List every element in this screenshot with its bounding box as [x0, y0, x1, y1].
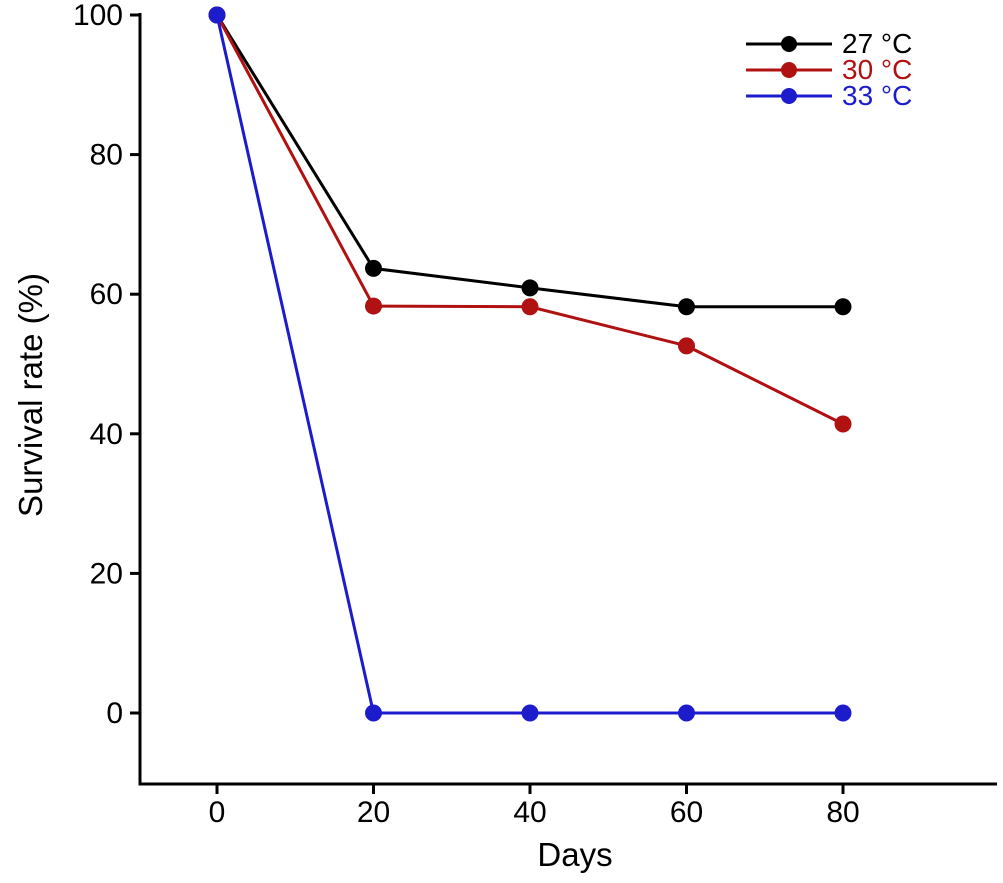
series-33c-point	[208, 6, 226, 24]
legend-item: 27 °C	[746, 28, 912, 59]
series-27c-point	[834, 298, 852, 316]
series-27c-line	[215, 14, 843, 309]
series-33c	[208, 6, 852, 722]
series-27c-point	[521, 279, 539, 297]
series-33c-point	[678, 704, 695, 722]
y-tick-label: 100	[73, 0, 123, 32]
series-27c-point	[678, 298, 695, 316]
x-tick-label: 80	[826, 796, 859, 829]
legend-marker	[781, 88, 797, 104]
series-30c-point	[834, 415, 852, 433]
y-tick-label: 20	[90, 557, 123, 590]
legend-label: 33 °C	[842, 80, 912, 111]
y-tick-label: 60	[90, 278, 123, 311]
axes: 0 20 40 60 80 100 0 20 40 60 80	[73, 0, 997, 829]
series-33c-point	[834, 704, 852, 722]
data-series	[208, 6, 852, 722]
x-axis-title: Days	[537, 836, 612, 873]
y-tick-label: 80	[90, 139, 123, 172]
series-27c	[208, 6, 852, 316]
legend-label: 30 °C	[842, 54, 912, 85]
series-30c-point	[365, 297, 382, 315]
x-tick-label: 0	[209, 796, 226, 829]
y-axis-title: Survival rate (%)	[12, 273, 49, 517]
series-33c-line	[215, 14, 843, 715]
series-27c-point	[365, 259, 382, 277]
legend-marker	[781, 36, 797, 52]
series-33c-point	[521, 704, 539, 722]
series-30c-point	[521, 298, 539, 316]
series-30c-line	[215, 14, 844, 426]
legend-label: 27 °C	[842, 28, 912, 59]
series-30c-point	[678, 337, 695, 355]
legend-marker	[781, 62, 797, 78]
legend-item: 33 °C	[746, 80, 912, 111]
legend: 27 °C30 °C33 °C	[746, 28, 912, 111]
x-tick-label: 60	[670, 796, 703, 829]
y-tick-label: 40	[90, 418, 123, 451]
x-tick-label: 40	[513, 796, 546, 829]
x-tick-label: 20	[357, 796, 390, 829]
y-tick-label: 0	[106, 697, 123, 730]
series-33c-point	[365, 704, 382, 722]
legend-item: 30 °C	[746, 54, 912, 85]
